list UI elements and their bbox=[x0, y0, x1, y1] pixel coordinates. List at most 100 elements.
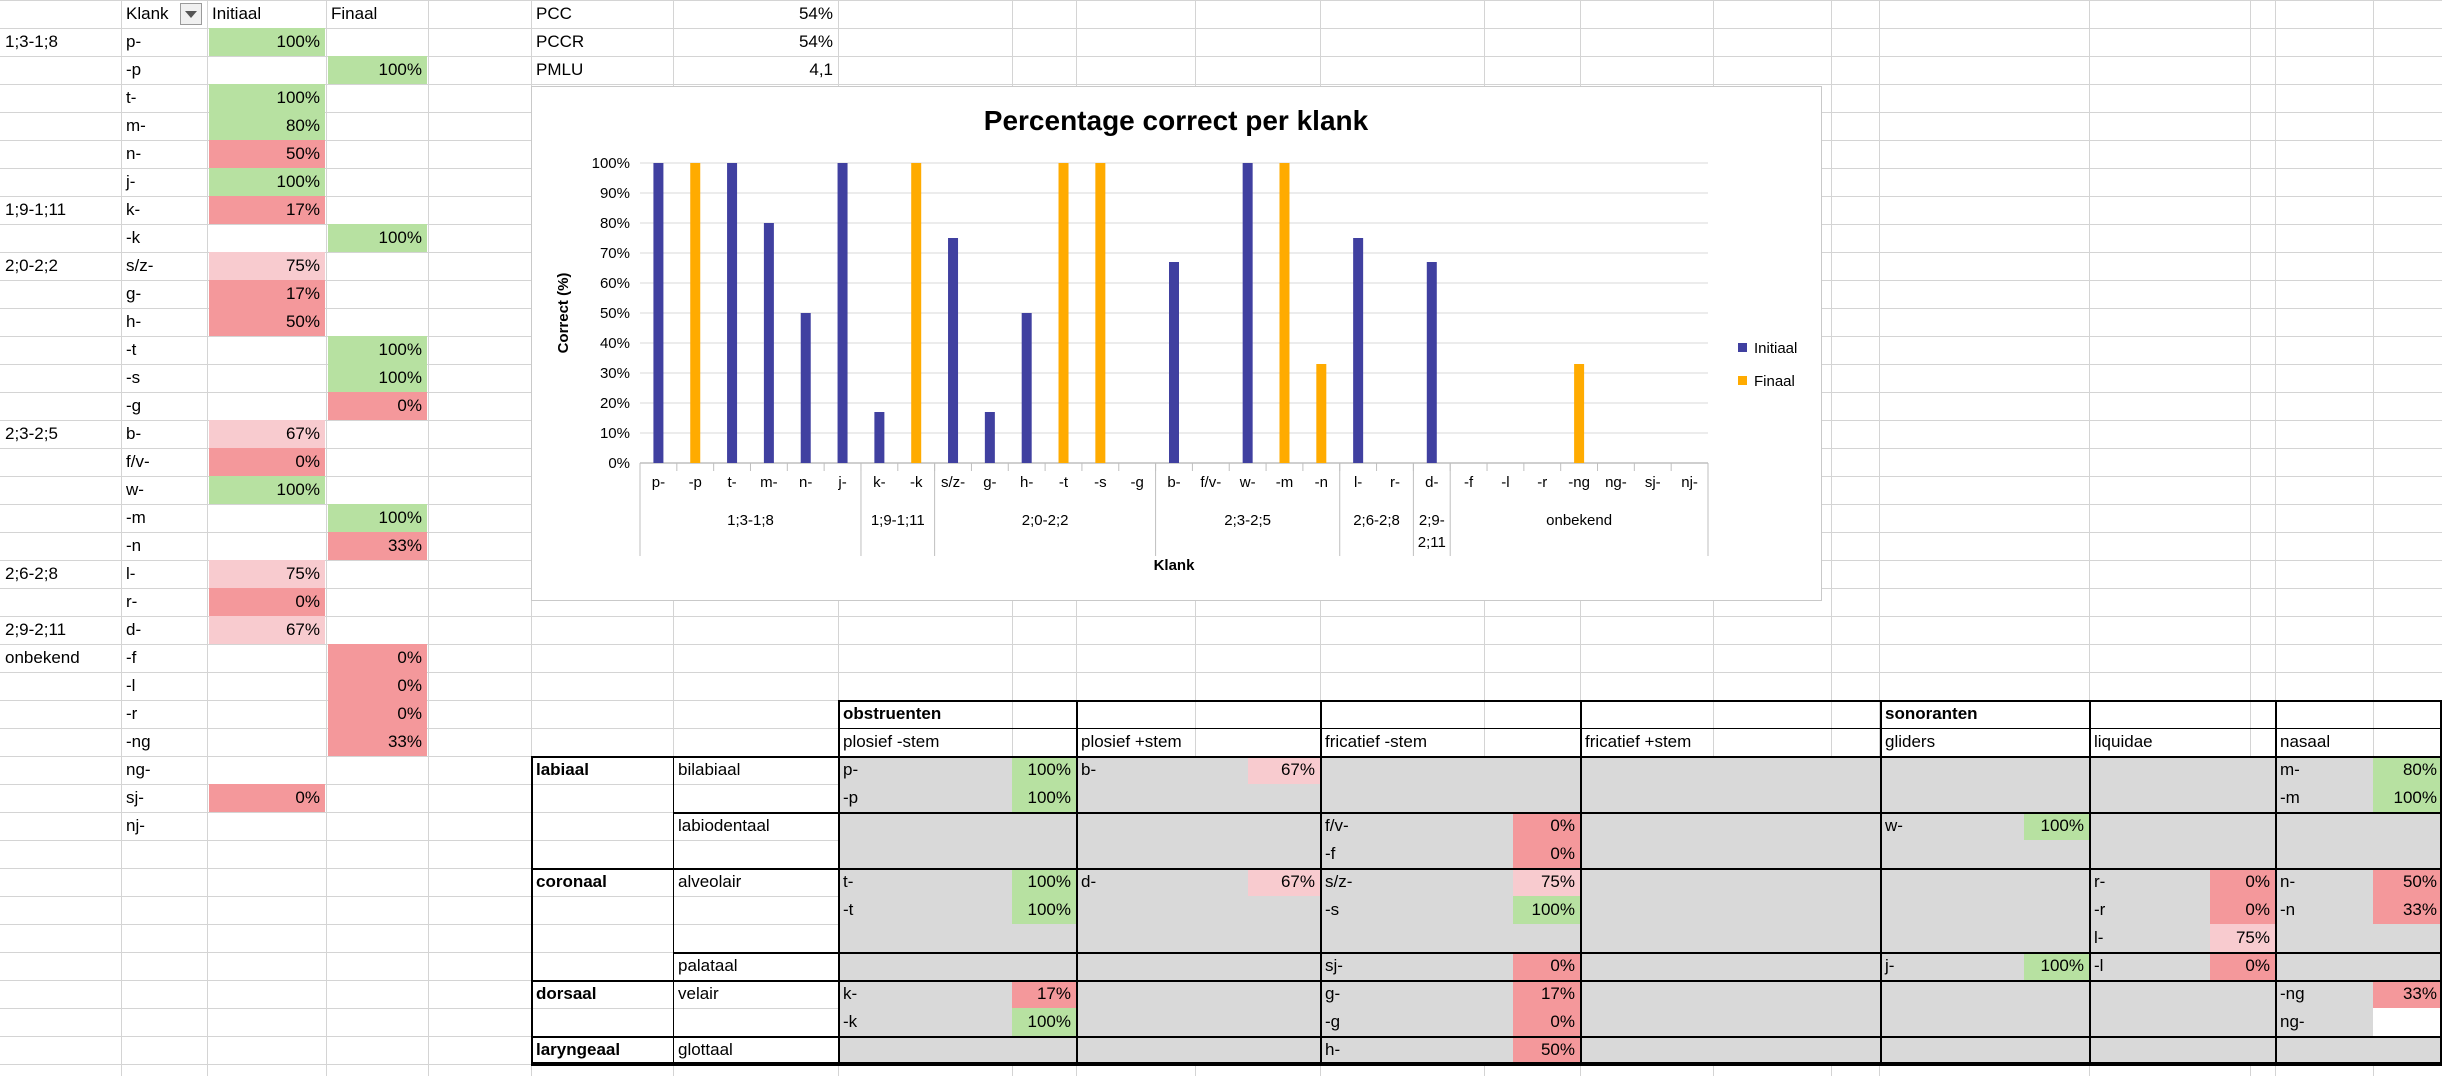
phoneme-score[interactable]: 100% bbox=[1012, 1008, 1076, 1036]
obstruenten-header[interactable]: obstruenten bbox=[843, 704, 942, 723]
place-label-labiaal[interactable]: labiaal bbox=[536, 760, 589, 779]
klank-cell[interactable]: b- bbox=[126, 424, 142, 443]
finaal-value[interactable]: 100% bbox=[328, 56, 427, 84]
phoneme-label[interactable]: m- bbox=[2280, 760, 2300, 779]
age-group-label[interactable]: 2;3-2;5 bbox=[5, 424, 58, 443]
place-label-dorsaal[interactable]: dorsaal bbox=[536, 984, 597, 1003]
phoneme-label[interactable]: ng- bbox=[2280, 1012, 2305, 1031]
age-group-label[interactable]: onbekend bbox=[5, 648, 80, 667]
finaal-value[interactable]: 33% bbox=[328, 532, 427, 560]
phoneme-score[interactable]: 17% bbox=[1513, 980, 1580, 1008]
finaal-value[interactable]: 0% bbox=[328, 700, 427, 728]
sub-place-velair[interactable]: velair bbox=[678, 984, 719, 1003]
sonoranten-header[interactable]: sonoranten bbox=[1885, 704, 1978, 723]
age-group-label[interactable]: 1;3-1;8 bbox=[5, 32, 58, 51]
age-group-label[interactable]: 2;9-2;11 bbox=[5, 620, 67, 639]
age-group-label[interactable]: 1;9-1;11 bbox=[5, 200, 67, 219]
phoneme-score[interactable]: 0% bbox=[2210, 896, 2275, 924]
klank-cell[interactable]: -n bbox=[126, 536, 142, 555]
phoneme-score[interactable]: 0% bbox=[2210, 868, 2275, 896]
klank-cell[interactable]: s/z- bbox=[126, 256, 154, 275]
phoneme-label[interactable]: b- bbox=[1081, 760, 1097, 779]
phoneme-score[interactable]: 100% bbox=[1012, 756, 1076, 784]
phoneme-score[interactable]: 100% bbox=[1012, 784, 1076, 812]
klank-cell[interactable]: r- bbox=[126, 592, 138, 611]
category-subheader[interactable]: fricatief -stem bbox=[1325, 732, 1428, 751]
phoneme-label[interactable]: d- bbox=[1081, 872, 1097, 891]
klank-cell[interactable]: j- bbox=[126, 172, 136, 191]
klank-cell[interactable]: -f bbox=[126, 648, 137, 667]
phoneme-score[interactable]: 75% bbox=[1513, 868, 1580, 896]
phoneme-label[interactable]: -k bbox=[843, 1012, 858, 1031]
phoneme-label[interactable]: p- bbox=[843, 760, 859, 779]
finaal-value[interactable]: 100% bbox=[328, 364, 427, 392]
phoneme-score[interactable]: 67% bbox=[1248, 756, 1320, 784]
metric-value[interactable]: 54% bbox=[798, 32, 833, 51]
klank-cell[interactable]: l- bbox=[126, 564, 136, 583]
initiaal-value[interactable]: 80% bbox=[209, 112, 325, 140]
metric-label[interactable]: PCC bbox=[536, 4, 572, 23]
initiaal-value[interactable]: 0% bbox=[209, 784, 325, 812]
phoneme-score[interactable]: 33% bbox=[2373, 980, 2442, 1008]
metric-value[interactable]: 54% bbox=[798, 4, 833, 23]
phoneme-label[interactable]: j- bbox=[1885, 956, 1895, 975]
metric-label[interactable]: PCCR bbox=[536, 32, 585, 51]
initiaal-value[interactable]: 0% bbox=[209, 588, 325, 616]
category-subheader[interactable]: fricatief +stem bbox=[1585, 732, 1692, 751]
phoneme-label[interactable]: f/v- bbox=[1325, 816, 1349, 835]
initiaal-value[interactable]: 17% bbox=[209, 196, 325, 224]
finaal-value[interactable]: 0% bbox=[328, 392, 427, 420]
phoneme-label[interactable]: -ng bbox=[2280, 984, 2305, 1003]
klank-cell[interactable]: k- bbox=[126, 200, 141, 219]
phoneme-label[interactable]: -s bbox=[1325, 900, 1340, 919]
initiaal-value[interactable]: 50% bbox=[209, 308, 325, 336]
phoneme-score[interactable]: 0% bbox=[1513, 840, 1580, 868]
klank-cell[interactable]: -k bbox=[126, 228, 141, 247]
phoneme-score[interactable]: 17% bbox=[1012, 980, 1076, 1008]
klank-cell[interactable]: h- bbox=[126, 312, 142, 331]
phoneme-label[interactable]: -g bbox=[1325, 1012, 1341, 1031]
initiaal-value[interactable]: 75% bbox=[209, 252, 325, 280]
phoneme-score[interactable]: 67% bbox=[1248, 868, 1320, 896]
klank-cell[interactable]: m- bbox=[126, 116, 146, 135]
header-initiaal[interactable]: Initiaal bbox=[212, 4, 262, 23]
klank-cell[interactable]: -r bbox=[126, 704, 138, 723]
initiaal-value[interactable]: 67% bbox=[209, 616, 325, 644]
phoneme-score[interactable]: 50% bbox=[1513, 1036, 1580, 1064]
category-subheader[interactable]: plosief +stem bbox=[1081, 732, 1182, 751]
metric-value[interactable]: 4,1 bbox=[809, 60, 833, 79]
initiaal-value[interactable]: 0% bbox=[209, 448, 325, 476]
klank-cell[interactable]: n- bbox=[126, 144, 142, 163]
age-group-label[interactable]: 2;6-2;8 bbox=[5, 564, 58, 583]
sub-place-palataal[interactable]: palataal bbox=[678, 956, 738, 975]
phoneme-score[interactable]: 100% bbox=[2024, 812, 2089, 840]
finaal-value[interactable]: 100% bbox=[328, 336, 427, 364]
phoneme-score[interactable]: 50% bbox=[2373, 868, 2442, 896]
klank-cell[interactable]: -p bbox=[126, 60, 142, 79]
klank-cell[interactable]: -g bbox=[126, 396, 142, 415]
klank-cell[interactable]: ng- bbox=[126, 760, 151, 779]
initiaal-value[interactable]: 50% bbox=[209, 140, 325, 168]
initiaal-value[interactable]: 75% bbox=[209, 560, 325, 588]
phoneme-label[interactable]: t- bbox=[843, 872, 854, 891]
klank-cell[interactable]: -m bbox=[126, 508, 146, 527]
phoneme-label[interactable]: -l bbox=[2094, 956, 2104, 975]
phoneme-label[interactable]: -f bbox=[1325, 844, 1336, 863]
initiaal-value[interactable]: 17% bbox=[209, 280, 325, 308]
metric-label[interactable]: PMLU bbox=[536, 60, 584, 79]
klank-cell[interactable]: p- bbox=[126, 32, 142, 51]
phoneme-score[interactable]: 0% bbox=[1513, 812, 1580, 840]
phoneme-score[interactable]: 80% bbox=[2373, 756, 2442, 784]
phoneme-label[interactable]: -m bbox=[2280, 788, 2300, 807]
phoneme-label[interactable]: -r bbox=[2094, 900, 2106, 919]
initiaal-value[interactable]: 100% bbox=[209, 168, 325, 196]
initiaal-value[interactable]: 67% bbox=[209, 420, 325, 448]
filter-dropdown-icon[interactable] bbox=[180, 3, 202, 25]
phoneme-label[interactable]: w- bbox=[1885, 816, 1903, 835]
sub-place-labiodentaal[interactable]: labiodentaal bbox=[678, 816, 770, 835]
phoneme-score[interactable]: 33% bbox=[2373, 896, 2442, 924]
klank-cell[interactable]: g- bbox=[126, 284, 142, 303]
phoneme-score[interactable]: 0% bbox=[1513, 952, 1580, 980]
initiaal-value[interactable]: 100% bbox=[209, 28, 325, 56]
phoneme-label[interactable]: -n bbox=[2280, 900, 2296, 919]
